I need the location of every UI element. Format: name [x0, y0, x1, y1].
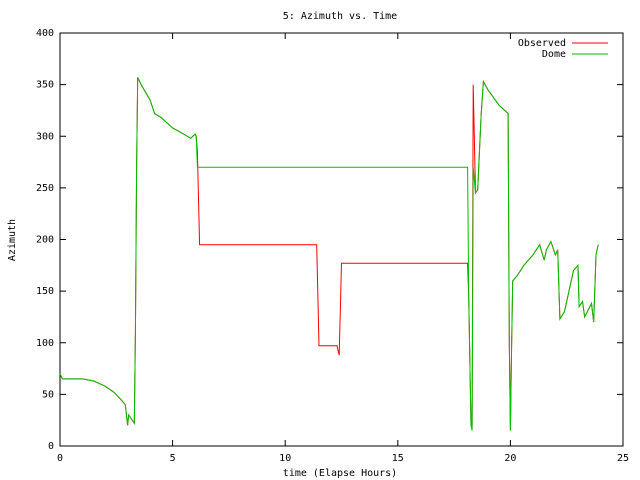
y-tick-label: 50 — [42, 389, 54, 400]
y-tick-label: 250 — [36, 183, 54, 194]
y-tick-label: 400 — [36, 28, 54, 39]
plot-frame — [59, 32, 624, 447]
legend-label: Dome — [542, 49, 566, 60]
x-tick-label: 0 — [57, 453, 63, 464]
legend-label: Observed — [518, 38, 566, 49]
x-tick-label: 5 — [170, 453, 176, 464]
x-tick-label: 10 — [279, 453, 291, 464]
y-tick-label: 100 — [36, 338, 54, 349]
chart-title: 5: Azimuth vs. Time — [283, 11, 397, 22]
x-tick-label: 15 — [392, 453, 404, 464]
y-tick-label: 150 — [36, 286, 54, 297]
y-tick-label: 200 — [36, 235, 54, 246]
data-line — [59, 77, 599, 431]
y-tick-label: 0 — [48, 441, 54, 452]
y-tick-label: 350 — [36, 80, 54, 91]
x-tick-label: 20 — [504, 453, 516, 464]
data-line — [59, 77, 599, 431]
y-axis-label: Azimuth — [7, 219, 18, 261]
x-tick-label: 25 — [617, 453, 629, 464]
x-axis-label: time (Elapse Hours) — [283, 468, 397, 479]
y-tick-label: 300 — [36, 131, 54, 142]
